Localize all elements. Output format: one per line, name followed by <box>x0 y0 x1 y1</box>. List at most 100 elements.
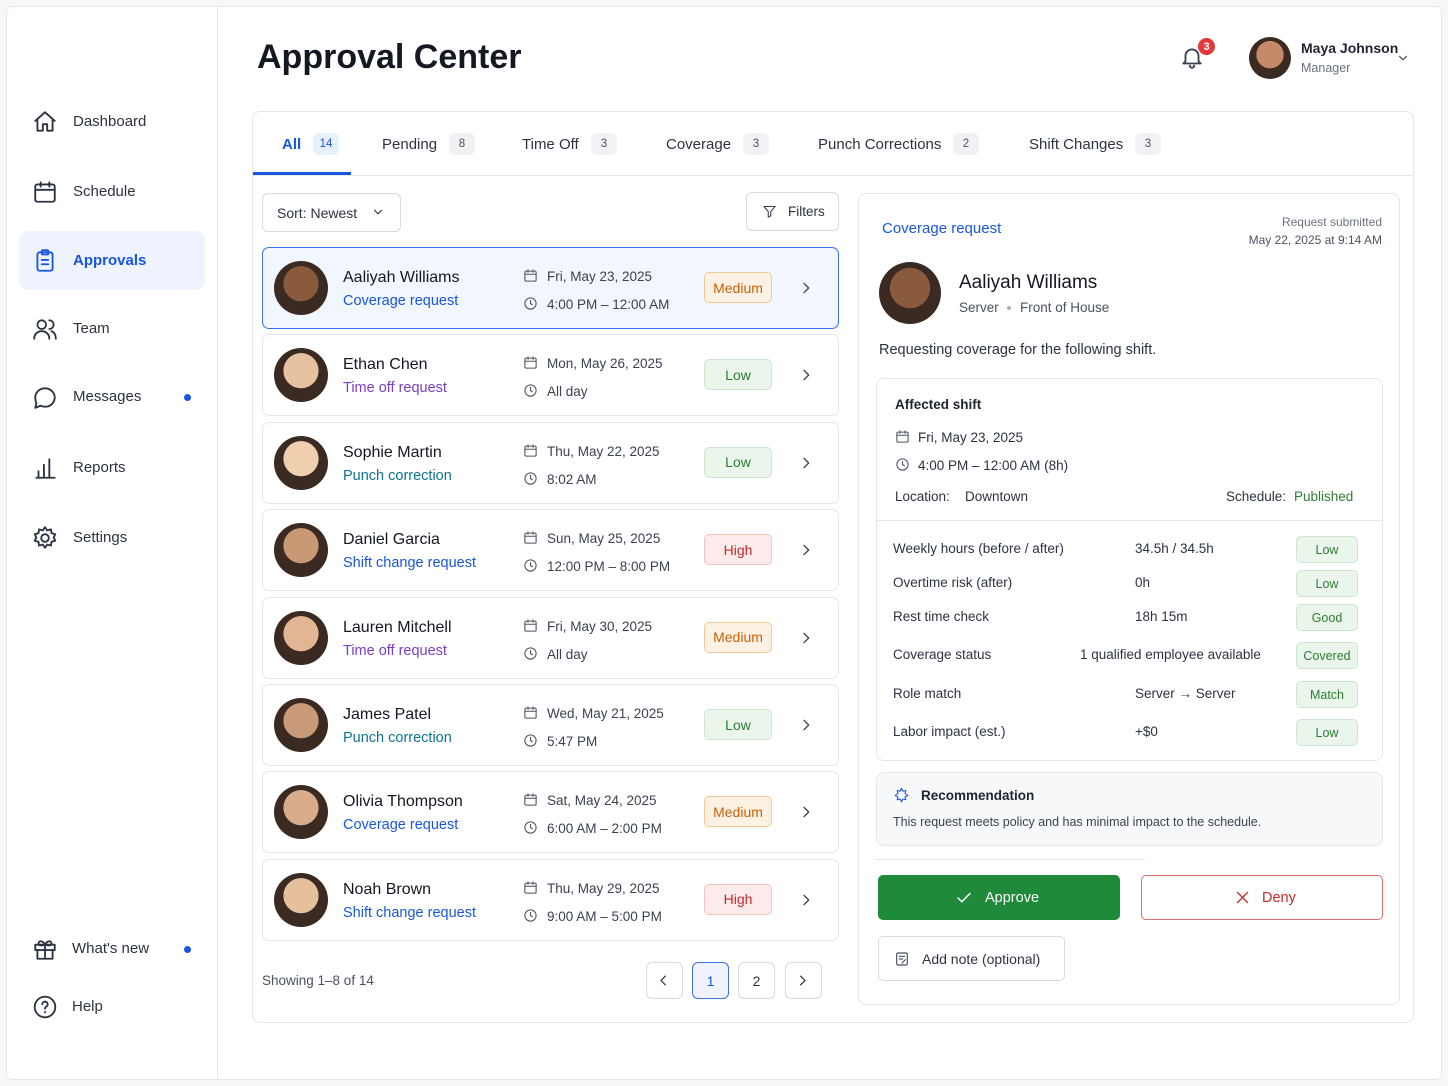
actions-divider <box>876 859 1145 860</box>
icon-team <box>33 319 57 340</box>
status-badge: Low <box>1296 719 1358 746</box>
icon-down <box>373 209 383 215</box>
employee-name[interactable]: James Patel <box>343 706 432 723</box>
icon-gear <box>33 526 57 549</box>
check-value: 1 qualified employee available <box>1080 647 1261 662</box>
icon-left <box>660 975 666 986</box>
nav-item[interactable]: Schedule <box>73 183 136 200</box>
check-value: 18h 15m <box>1135 609 1188 624</box>
check-value: 0h <box>1135 575 1151 590</box>
request-time: 8:02 AM <box>547 471 597 487</box>
icon-right <box>800 975 806 986</box>
nav-item[interactable]: Approvals <box>73 252 147 269</box>
priority-badge: Low <box>704 359 772 391</box>
pagination-summary: Showing 1–8 of 14 <box>262 973 374 988</box>
sidebar-footer-item[interactable]: What's new <box>72 940 150 957</box>
employee-name[interactable]: Daniel Garcia <box>343 531 440 549</box>
approve-button[interactable] <box>878 875 1120 920</box>
icon-clock <box>524 734 537 747</box>
request-date: Mon, May 26, 2025 <box>547 356 663 372</box>
request-time: All day <box>547 646 588 662</box>
filters-button[interactable] <box>746 192 839 231</box>
request-type: Punch correction <box>343 467 452 484</box>
tab-label[interactable]: All <box>282 136 302 153</box>
request-time: All day <box>547 384 588 400</box>
icon-clock <box>524 909 537 922</box>
employee-name[interactable]: Sophie Martin <box>343 443 442 461</box>
priority-badge: Medium <box>704 272 772 303</box>
request-time: 5:47 PM <box>547 734 598 749</box>
deny-button[interactable] <box>1141 875 1383 920</box>
submitted-label: Request submitted <box>1281 215 1382 229</box>
shift-time: 4:00 PM – 12:00 AM (8h) <box>918 458 1069 473</box>
tab-label[interactable]: Punch Corrections <box>818 136 942 153</box>
request-type: Coverage request <box>343 817 459 834</box>
nav-item[interactable]: Settings <box>73 529 128 546</box>
add-note-label[interactable]: Add note (optional) <box>922 951 1041 967</box>
tab-count: 2 <box>953 133 979 155</box>
request-date: Sun, May 25, 2025 <box>547 531 661 547</box>
icon-cal <box>896 430 909 443</box>
schedule-label: Schedule: <box>1226 489 1287 504</box>
unread-dot <box>184 394 191 401</box>
avatar <box>274 785 328 840</box>
notification-badge[interactable]: 3 <box>1198 38 1215 55</box>
detail-role: Server <box>959 300 999 315</box>
user-name[interactable]: Maya Johnson <box>1301 40 1399 56</box>
icon-cal <box>524 793 537 807</box>
sort-label[interactable]: Sort: Newest <box>277 205 358 221</box>
request-date: Fri, May 23, 2025 <box>547 269 653 284</box>
nav-active-bg <box>19 231 205 290</box>
nav-item[interactable]: Messages <box>73 388 142 405</box>
tab-label[interactable]: Coverage <box>666 136 732 153</box>
nav-item[interactable]: Team <box>73 320 110 337</box>
icon-note <box>896 952 908 966</box>
icon-help <box>33 995 57 1019</box>
request-type: Shift change request <box>343 904 477 921</box>
employee-name[interactable]: Olivia Thompson <box>343 793 463 811</box>
next-page[interactable] <box>785 962 822 999</box>
icon-right <box>803 807 810 818</box>
priority-badge: Medium <box>704 621 772 653</box>
icon-right <box>803 282 810 294</box>
employee-name[interactable]: Ethan Chen <box>343 356 428 374</box>
avatar <box>274 523 328 578</box>
user-role: Manager <box>1301 61 1351 75</box>
tab-label[interactable]: Shift Changes <box>1029 136 1124 153</box>
icon-cal <box>524 881 537 894</box>
request-date: Sat, May 24, 2025 <box>547 793 657 809</box>
request-time: 9:00 AM – 5:00 PM <box>547 908 662 924</box>
icon-check <box>957 892 971 903</box>
location-value: Downtown <box>965 489 1029 504</box>
employee-name[interactable]: Lauren Mitchell <box>343 618 452 636</box>
avatar <box>274 261 328 315</box>
prev-page[interactable] <box>646 962 683 999</box>
tab-label[interactable]: Pending <box>382 136 438 153</box>
nav-item[interactable]: Reports <box>73 459 126 476</box>
page-button[interactable]: 2 <box>738 962 775 999</box>
sidebar-footer-item[interactable]: Help <box>72 998 103 1015</box>
icon-cal <box>524 531 537 544</box>
status-badge: Low <box>1296 570 1358 597</box>
tab-label[interactable]: Time Off <box>522 136 579 153</box>
filters-label[interactable]: Filters <box>788 204 825 219</box>
approve-label[interactable]: Approve <box>985 890 1040 906</box>
check-label: Labor impact (est.) <box>893 724 1006 739</box>
status-badge: Low <box>1296 536 1358 563</box>
page-button[interactable]: 1 <box>692 962 729 999</box>
tab-count: 8 <box>449 133 475 155</box>
shift-title: Affected shift <box>895 397 982 412</box>
add-note-button[interactable] <box>878 936 1065 981</box>
deny-label[interactable]: Deny <box>1262 890 1296 906</box>
recommendation-title: Recommendation <box>921 788 1035 803</box>
request-time: 4:00 PM – 12:00 AM <box>547 297 670 312</box>
icon-home <box>34 111 56 132</box>
sort-dropdown[interactable] <box>262 193 401 232</box>
employee-name[interactable]: Aaliyah Williams <box>343 269 460 286</box>
status-badge: Good <box>1296 604 1358 631</box>
employee-name[interactable]: Noah Brown <box>343 880 432 898</box>
icon-filter <box>763 205 776 218</box>
detail-type: Coverage request <box>882 220 1002 237</box>
nav-item[interactable]: Dashboard <box>73 113 147 130</box>
tab-count: 3 <box>1135 133 1161 155</box>
